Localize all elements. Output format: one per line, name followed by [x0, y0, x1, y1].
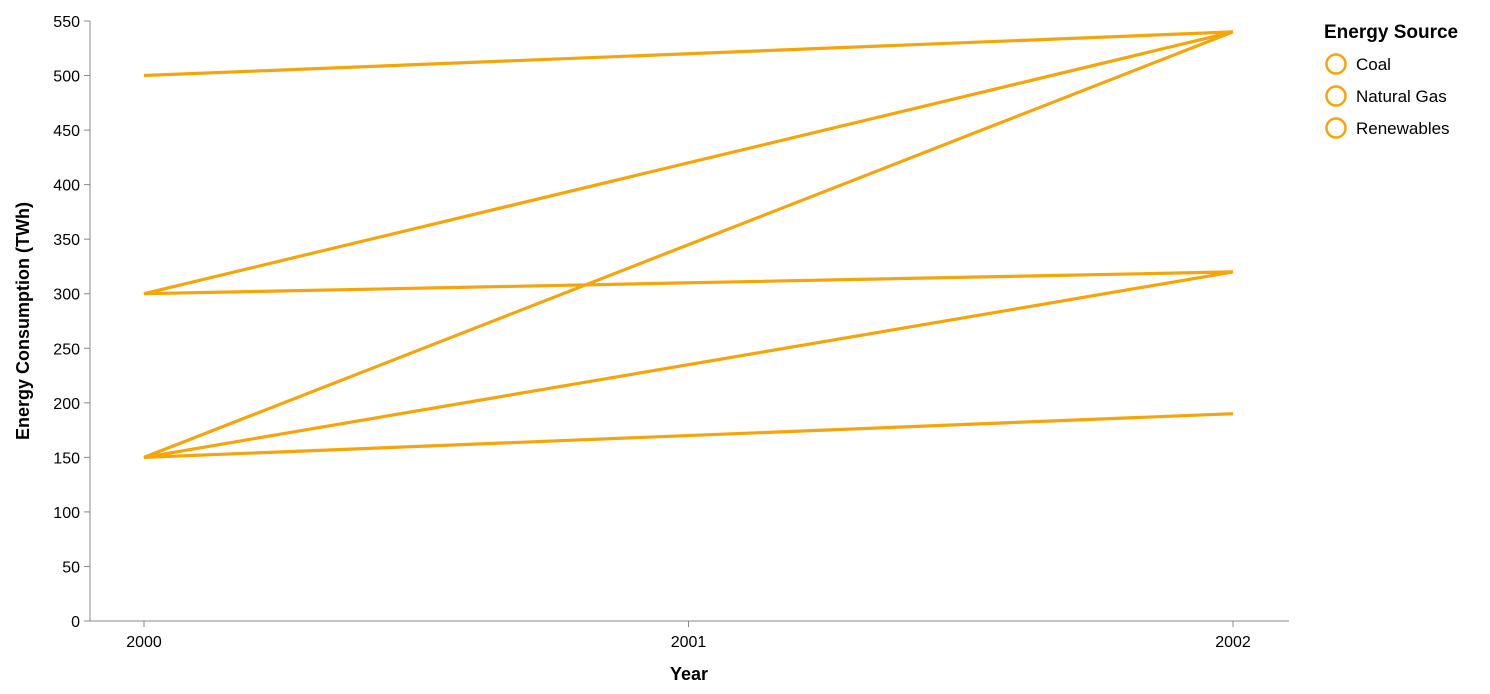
legend: Energy Source Coal Natural Gas Renewables — [1324, 22, 1458, 139]
legend-label: Coal — [1356, 55, 1391, 74]
y-tick-label: 100 — [53, 505, 80, 522]
y-tick-label: 150 — [53, 450, 80, 467]
y-tick-label: 200 — [53, 396, 80, 413]
y-tick-label: 0 — [71, 614, 80, 631]
legend-symbol — [1325, 53, 1347, 75]
series-line — [143, 30, 1234, 459]
y-tick-label: 350 — [53, 232, 80, 249]
legend-label: Natural Gas — [1356, 87, 1447, 106]
legend-label: Renewables — [1356, 119, 1450, 138]
plot-area — [143, 30, 1234, 459]
legend-symbol — [1325, 117, 1347, 139]
legend-symbol — [1325, 85, 1347, 107]
y-tick-label: 550 — [53, 14, 80, 31]
x-axis: 2000 2001 2002 — [90, 620, 1289, 651]
x-tick-label: 2000 — [126, 634, 162, 651]
y-tick-label: 250 — [53, 341, 80, 358]
y-tick-label: 300 — [53, 287, 80, 304]
y-tick-label: 450 — [53, 123, 80, 140]
y-axis-title: Energy Consumption (TWh) — [13, 202, 33, 440]
y-axis: 0 50 100 150 200 250 300 350 400 450 500 550 — [53, 14, 91, 631]
x-tick-label: 2001 — [671, 634, 707, 651]
y-tick-label: 400 — [53, 178, 80, 195]
legend-title: Energy Source — [1324, 22, 1458, 43]
x-axis-title: Year — [670, 664, 708, 684]
y-tick-label: 500 — [53, 69, 80, 86]
x-tick-label: 2002 — [1215, 634, 1251, 651]
y-tick-label: 50 — [62, 559, 80, 576]
